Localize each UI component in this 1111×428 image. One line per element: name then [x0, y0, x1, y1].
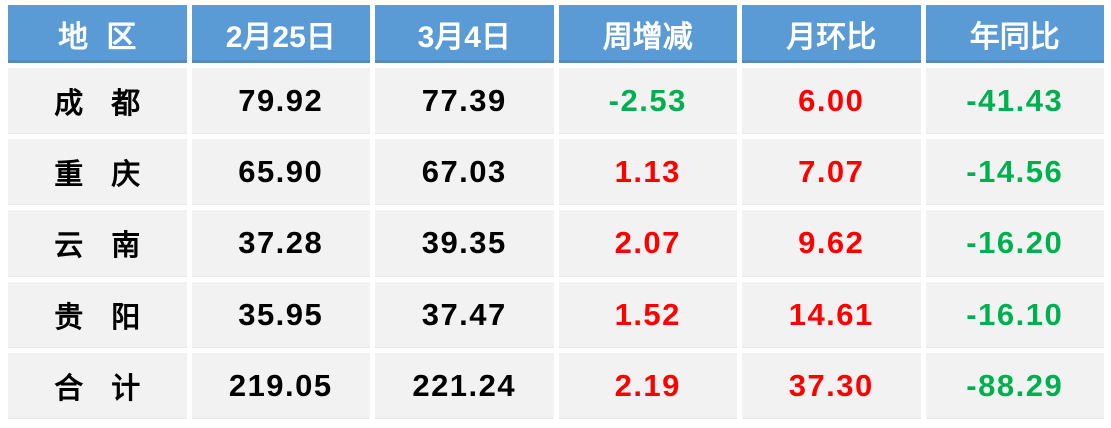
total-value-cell: 221.24 [375, 352, 554, 419]
total-value-cell: 219.05 [191, 352, 370, 419]
change-cell: 6.00 [742, 68, 921, 135]
change-cell: 1.13 [558, 139, 737, 206]
value-cell: 79.92 [191, 68, 370, 135]
header-date-feb25: 2月25日 [191, 5, 370, 63]
change-cell: -14.56 [925, 139, 1104, 206]
total-change-cell: 37.30 [742, 352, 921, 419]
value-cell: 77.39 [375, 68, 554, 135]
total-change-cell: 2.19 [558, 352, 737, 419]
header-weekly-change: 周增减 [558, 5, 737, 63]
header-region: 地 区 [8, 5, 187, 63]
region-cell: 云 南 [8, 210, 187, 277]
value-cell: 65.90 [191, 139, 370, 206]
value-cell: 35.95 [191, 281, 370, 348]
change-cell: 14.61 [742, 281, 921, 348]
header-date-mar4: 3月4日 [375, 5, 554, 63]
change-cell: 7.07 [742, 139, 921, 206]
header-monthly-change: 月环比 [742, 5, 921, 63]
header-yearly-change: 年同比 [925, 5, 1104, 63]
region-cell: 成 都 [8, 68, 187, 135]
change-cell: 2.07 [558, 210, 737, 277]
region-cell: 贵 阳 [8, 281, 187, 348]
change-cell: -16.20 [925, 210, 1104, 277]
change-cell: -2.53 [558, 68, 737, 135]
regional-data-table: 地 区 2月25日 3月4日 周增减 月环比 年同比 成 都 79.92 77.… [8, 5, 1104, 419]
total-change-cell: -88.29 [925, 352, 1104, 419]
value-cell: 67.03 [375, 139, 554, 206]
total-region-cell: 合 计 [8, 352, 187, 419]
change-cell: 1.52 [558, 281, 737, 348]
change-cell: -41.43 [925, 68, 1104, 135]
value-cell: 39.35 [375, 210, 554, 277]
change-cell: -16.10 [925, 281, 1104, 348]
region-cell: 重 庆 [8, 139, 187, 206]
value-cell: 37.47 [375, 281, 554, 348]
change-cell: 9.62 [742, 210, 921, 277]
value-cell: 37.28 [191, 210, 370, 277]
